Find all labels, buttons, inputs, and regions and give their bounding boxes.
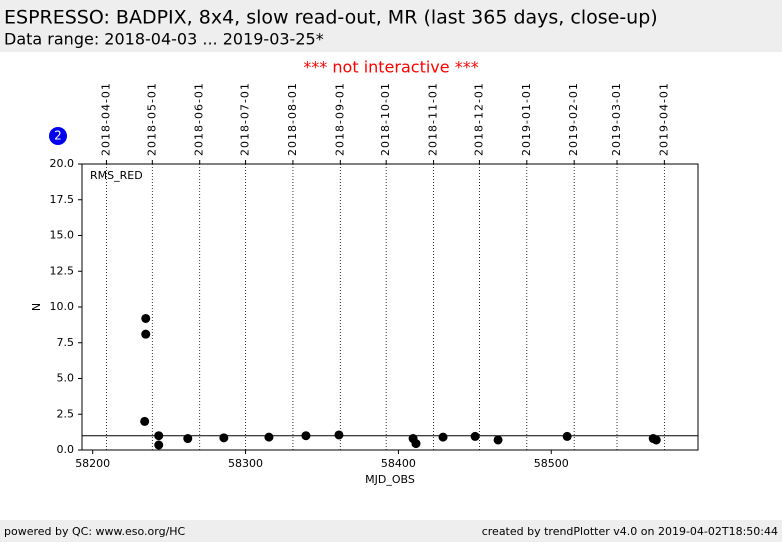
top-tick-label: 2018-08-01 (286, 82, 299, 156)
footer-right: created by trendPlotter v4.0 on 2019-04-… (482, 525, 778, 538)
y-tick-label: 0.0 (57, 443, 75, 456)
y-tick-label: 10.0 (50, 300, 75, 313)
point (334, 430, 344, 440)
badge-circle (49, 127, 67, 145)
point (154, 431, 164, 441)
point (264, 432, 274, 442)
top-tick-label: 2018-10-01 (379, 82, 392, 156)
y-tick-label: 2.5 (57, 407, 75, 420)
top-tick-label: 2018-04-01 (99, 82, 112, 156)
top-tick-label: 2018-11-01 (427, 82, 440, 156)
top-tick-label: 2019-01-01 (520, 82, 533, 156)
annotation: RMS_RED (90, 169, 143, 182)
point (183, 434, 193, 444)
top-tick-label: 2018-09-01 (333, 82, 346, 156)
point (438, 432, 448, 442)
notice: *** not interactive *** (303, 58, 478, 77)
point (154, 440, 164, 450)
y-tick-label: 7.5 (57, 336, 75, 349)
page-subtitle: Data range: 2018-04-03 ... 2019-03-25* (4, 30, 324, 49)
y-axis-label: N (30, 303, 43, 311)
top-tick-label: 2018-12-01 (472, 82, 485, 156)
top-tick-label: 2018-06-01 (193, 82, 206, 156)
point (493, 435, 503, 445)
header-band (0, 0, 782, 52)
x-tick-label: 58400 (381, 457, 416, 470)
point (411, 439, 421, 449)
top-tick-label: 2019-04-01 (657, 82, 670, 156)
footer-left: powered by QC: www.eso.org/HC (4, 525, 186, 538)
x-tick-label: 58200 (75, 457, 110, 470)
x-axis-label: MJD_OBS (365, 473, 415, 486)
point (141, 313, 151, 323)
plot-frame (81, 163, 699, 451)
y-tick-label: 12.5 (50, 264, 75, 277)
top-tick-label: 2018-07-01 (239, 82, 252, 156)
top-tick-label: 2018-05-01 (145, 82, 158, 156)
x-tick-label: 58300 (228, 457, 263, 470)
top-tick-label: 2019-02-01 (567, 82, 580, 156)
y-tick-label: 20.0 (50, 157, 75, 170)
point (219, 433, 229, 443)
footer-band (0, 520, 782, 542)
top-tick-label: 2019-03-01 (610, 82, 623, 156)
point (140, 416, 150, 426)
point (470, 431, 480, 441)
y-tick-label: 5.0 (57, 372, 75, 385)
y-tick-label: 17.5 (50, 193, 75, 206)
x-tick-label: 58500 (534, 457, 569, 470)
point (141, 329, 151, 339)
y-tick-label: 15.0 (50, 229, 75, 242)
page-title: ESPRESSO: BADPIX, 8x4, slow read-out, MR… (4, 7, 658, 29)
point (562, 431, 572, 441)
point (651, 435, 661, 445)
point (301, 431, 311, 441)
badge: 2 (54, 129, 62, 143)
